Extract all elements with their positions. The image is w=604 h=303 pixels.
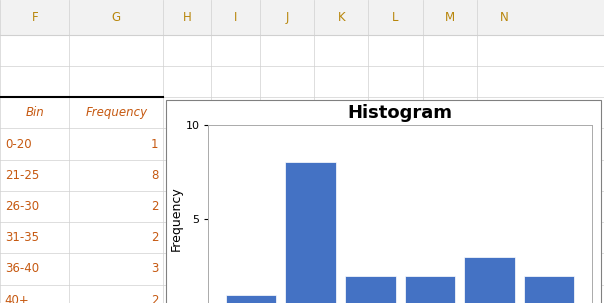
Text: F: F — [31, 11, 38, 24]
Bar — [226, 295, 277, 303]
Text: K: K — [338, 11, 345, 24]
Bar — [464, 257, 515, 303]
Bar — [405, 276, 455, 303]
Text: 1: 1 — [151, 138, 158, 151]
Text: 21-25: 21-25 — [5, 169, 39, 182]
Text: 8: 8 — [151, 169, 158, 182]
Y-axis label: Frequency: Frequency — [170, 187, 182, 251]
Bar — [286, 162, 336, 303]
Bar — [0, 0, 604, 35]
Text: 31-35: 31-35 — [5, 231, 39, 244]
Text: 2: 2 — [151, 200, 158, 213]
Text: 36-40: 36-40 — [5, 262, 39, 275]
Text: 26-30: 26-30 — [5, 200, 39, 213]
Bar — [524, 276, 574, 303]
Text: Frequency: Frequency — [85, 106, 147, 119]
Text: G: G — [112, 11, 121, 24]
Text: J: J — [285, 11, 289, 24]
Bar — [345, 276, 396, 303]
Text: 2: 2 — [151, 231, 158, 244]
Text: 40+: 40+ — [5, 294, 30, 303]
Bar — [166, 100, 601, 303]
Text: N: N — [500, 11, 509, 24]
Text: H: H — [183, 11, 191, 24]
Text: 2: 2 — [151, 294, 158, 303]
Text: I: I — [234, 11, 237, 24]
Text: 3: 3 — [151, 262, 158, 275]
Text: M: M — [445, 11, 455, 24]
Title: Histogram: Histogram — [348, 104, 452, 122]
Text: 0-20: 0-20 — [5, 138, 31, 151]
Text: L: L — [393, 11, 399, 24]
Text: Bin: Bin — [25, 106, 44, 119]
